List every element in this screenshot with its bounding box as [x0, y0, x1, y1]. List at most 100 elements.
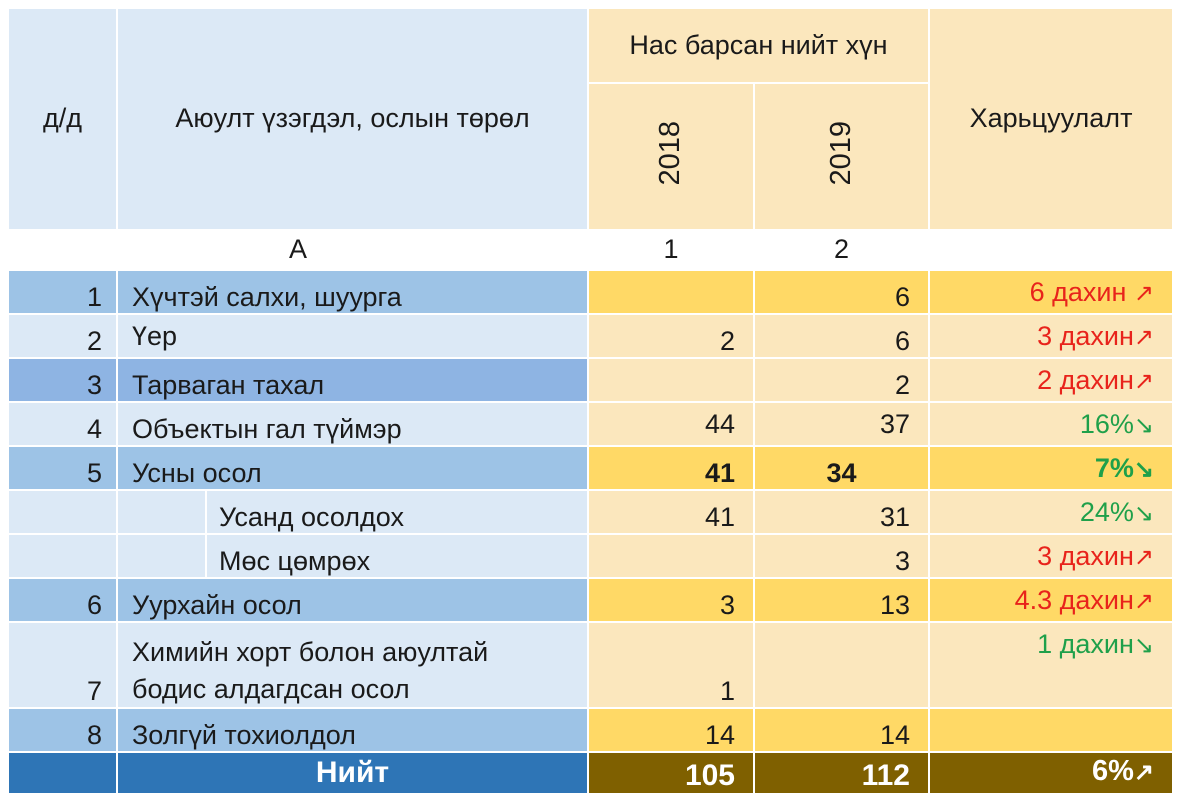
compare-text: 24% — [1079, 497, 1134, 527]
row-label: Тарваган тахал — [116, 357, 589, 403]
row-compare: 3 дахин↗ — [928, 313, 1174, 359]
header-year-2019: 2019 — [753, 82, 930, 231]
row-label: Химийн хорт болон аюултай бодис алдагдсан… — [116, 621, 589, 709]
row-index: 5 — [7, 445, 118, 491]
compare-text: 1 дахин — [1037, 629, 1134, 659]
row-label-line1: Химийн хорт болон аюултай — [132, 637, 489, 668]
row-2019: 3 — [753, 533, 930, 579]
table-row: 2 Үер 2 6 3 дахин↗ — [7, 313, 1174, 359]
row-compare: 24%↘ — [928, 489, 1174, 535]
header-deaths-group: Нас барсан нийт хүн — [587, 7, 930, 84]
row-compare: 1 дахин↘ — [928, 621, 1174, 709]
table-row: 1 Хүчтэй салхи, шуурга 6 6 дахин ↗ — [7, 269, 1174, 315]
year-2018-label: 2018 — [654, 120, 687, 186]
header-year-2018: 2018 — [587, 82, 755, 231]
compare-text: 3 дахин — [1037, 321, 1134, 351]
arrow-up-icon: ↗ — [1133, 588, 1154, 615]
row-2019: 31 — [753, 489, 930, 535]
arrow-up-icon: ↗ — [1133, 368, 1154, 395]
total-row: Нийт 105 112 6%↗ — [7, 751, 1174, 795]
table-row: 4 Объектын гал түймэр 44 37 16%↘ — [7, 401, 1174, 447]
row-index: 3 — [7, 357, 118, 403]
table-row: 8 Золгүй тохиолдол 14 14 — [7, 707, 1174, 753]
row-compare: 2 дахин↗ — [928, 357, 1174, 403]
row-label: Хүчтэй салхи, шуурга — [116, 269, 589, 315]
compare-text: 6 дахин — [1029, 277, 1127, 307]
arrow-up-icon: ↗ — [1133, 544, 1154, 571]
total-compare: 6%↗ — [928, 751, 1174, 795]
row-index: 8 — [7, 707, 118, 753]
row-label: Золгүй тохиолдол — [116, 707, 589, 753]
row-2019: 13 — [753, 577, 930, 623]
row-2018 — [587, 269, 755, 315]
row-indent-cell — [116, 533, 207, 579]
row-compare: 16%↘ — [928, 401, 1174, 447]
arrow-up-icon: ↗ — [1133, 324, 1154, 351]
table-row: 5 Усны осол 41 34 7%↘ — [7, 445, 1174, 491]
row-2019: 6 — [753, 313, 930, 359]
header-compare: Харьцуулалт — [928, 7, 1174, 231]
row-2018: 2 — [587, 313, 755, 359]
subheader-empty — [928, 229, 1174, 271]
row-compare: 3 дахин↗ — [928, 533, 1174, 579]
row-label: Мөс цөмрөх — [205, 533, 589, 579]
compare-text: 4.3 дахин — [1014, 585, 1134, 615]
compare-text: 7% — [1094, 453, 1134, 483]
table-row: 3 Тарваган тахал 2 2 дахин↗ — [7, 357, 1174, 403]
compare-text: 16% — [1079, 409, 1134, 439]
row-label-line2: бодис алдагдсан осол — [132, 673, 410, 704]
row-2018: 14 — [587, 707, 755, 753]
deaths-comparison-table: д/д Аюулт үзэгдэл, ослын төрөл Нас барса… — [7, 7, 1174, 795]
subheader-a: А — [7, 229, 589, 271]
compare-text: 2 дахин — [1037, 365, 1134, 395]
year-2019-label: 2019 — [824, 120, 857, 186]
arrow-up-icon: ↗ — [1133, 280, 1154, 307]
arrow-up-icon: ↗ — [1133, 759, 1154, 786]
row-index: 1 — [7, 269, 118, 315]
total-2018: 105 — [587, 751, 755, 795]
row-2018 — [587, 357, 755, 403]
compare-text: 6% — [1091, 755, 1134, 787]
subheader-1: 1 — [587, 229, 755, 271]
row-2019 — [753, 621, 930, 709]
row-index: 6 — [7, 577, 118, 623]
row-2019: 2 — [753, 357, 930, 403]
arrow-down-icon: ↘ — [1133, 456, 1154, 483]
row-2018: 3 — [587, 577, 755, 623]
header-index: д/д — [7, 7, 118, 231]
row-label: Усанд осолдох — [205, 489, 589, 535]
compare-text: 3 дахин — [1037, 541, 1134, 571]
row-index-empty — [7, 533, 118, 579]
row-compare — [928, 707, 1174, 753]
row-2018: 1 — [587, 621, 755, 709]
arrow-down-icon: ↘ — [1133, 632, 1154, 659]
total-label: Нийт — [116, 751, 589, 795]
table-row: Усанд осолдох 41 31 24%↘ — [7, 489, 1174, 535]
row-indent-cell — [116, 489, 207, 535]
row-compare: 4.3 дахин↗ — [928, 577, 1174, 623]
row-index: 2 — [7, 313, 118, 359]
row-label: Усны осол — [116, 445, 589, 491]
arrow-down-icon: ↘ — [1133, 412, 1154, 439]
table-row: Мөс цөмрөх 3 3 дахин↗ — [7, 533, 1174, 579]
row-2018: 41 — [587, 445, 755, 491]
arrow-down-icon: ↘ — [1133, 500, 1154, 527]
subheader-2: 2 — [753, 229, 930, 271]
row-2018 — [587, 533, 755, 579]
total-index-empty — [7, 751, 118, 795]
row-label: Үер — [116, 313, 589, 359]
row-2018: 41 — [587, 489, 755, 535]
row-index: 4 — [7, 401, 118, 447]
row-compare: 7%↘ — [928, 445, 1174, 491]
row-2019: 6 — [753, 269, 930, 315]
row-index-empty — [7, 489, 118, 535]
row-2019: 37 — [753, 401, 930, 447]
row-2019: 34 — [753, 445, 930, 491]
total-2019: 112 — [753, 751, 930, 795]
table-row: 7 Химийн хорт болон аюултай бодис алдагдс… — [7, 621, 1174, 709]
header-type: Аюулт үзэгдэл, ослын төрөл — [116, 7, 589, 231]
row-label: Уурхайн осол — [116, 577, 589, 623]
row-2019: 14 — [753, 707, 930, 753]
row-2018: 44 — [587, 401, 755, 447]
row-index: 7 — [7, 621, 118, 709]
